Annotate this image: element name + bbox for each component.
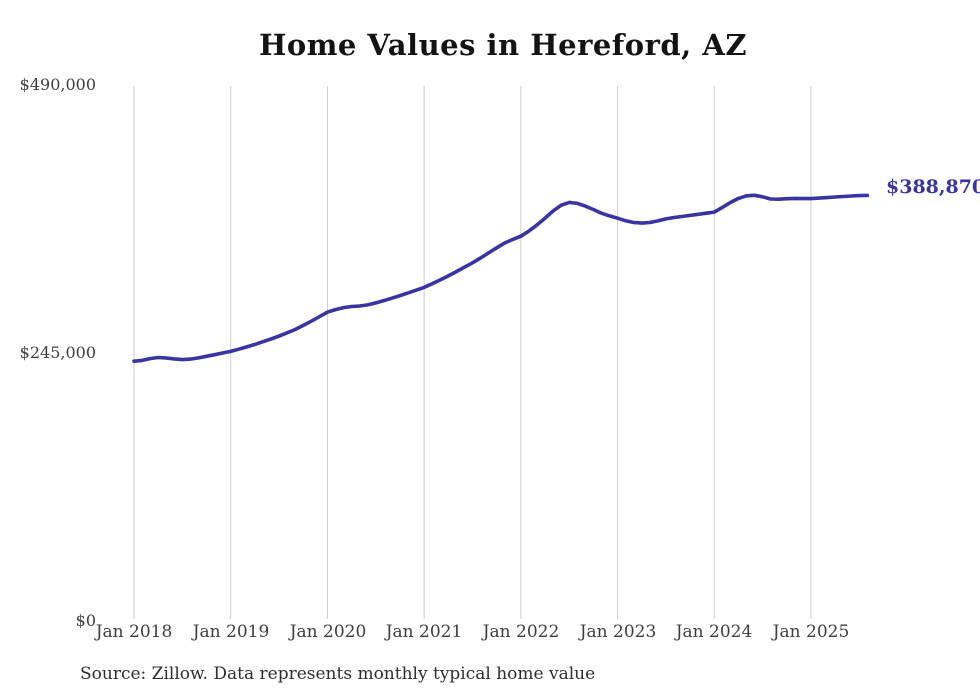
- x-axis-tick-jan-2018: Jan 2018: [95, 622, 173, 642]
- x-axis-tick-jan-2024: Jan 2024: [675, 622, 753, 642]
- y-axis-tick-0: $0: [75, 611, 96, 630]
- x-axis-tick-jan-2020: Jan 2020: [289, 622, 367, 642]
- vertical-gridlines: [133, 86, 812, 619]
- y-axis-tick-245000: $245,000: [19, 343, 96, 362]
- home-value-line-series: [132, 193, 870, 364]
- source-note: Source: Zillow. Data represents monthly …: [80, 664, 596, 684]
- x-axis-tick-jan-2025: Jan 2025: [772, 622, 850, 642]
- latest-value-label: $388,870: [886, 176, 980, 198]
- x-axis-tick-jan-2021: Jan 2021: [385, 622, 463, 642]
- x-axis-tick-jan-2019: Jan 2019: [192, 622, 270, 642]
- y-axis-tick-490000: $490,000: [19, 75, 96, 94]
- chart-title: Home Values in Hereford, AZ: [258, 28, 748, 62]
- x-axis-tick-jan-2023: Jan 2023: [579, 622, 657, 642]
- x-axis-tick-jan-2022: Jan 2022: [482, 622, 560, 642]
